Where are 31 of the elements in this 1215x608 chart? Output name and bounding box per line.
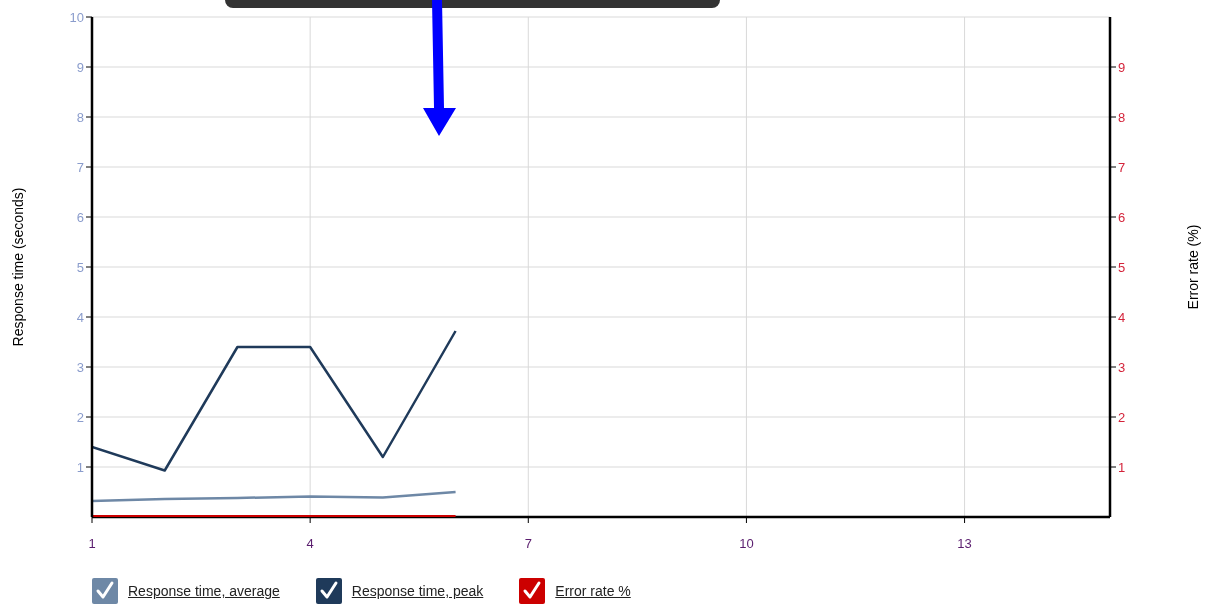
y2-tick-label: 2	[1118, 409, 1126, 425]
x-tick-label: 10	[739, 536, 754, 552]
y-tick-label: 6	[76, 209, 84, 225]
legend-label: Response time, average	[128, 583, 280, 599]
y-tick-label: 8	[76, 109, 84, 125]
y2-tick-label: 3	[1118, 359, 1126, 375]
y-tick-label: 9	[76, 59, 84, 75]
y2-axis-title: Error rate (%)	[1184, 224, 1201, 310]
y-tick-label: 2	[76, 409, 84, 425]
y2-tick-label: 7	[1118, 159, 1126, 175]
x-tick-label: 7	[524, 536, 532, 552]
y-tick-label: 7	[76, 159, 84, 175]
line-series	[92, 490, 457, 503]
y2-tick-label: 9	[1118, 59, 1126, 75]
y2-tick-label: 4	[1118, 309, 1126, 325]
legend-label: Error rate %	[555, 583, 631, 599]
x-tick-label: 13	[957, 536, 972, 552]
y2-tick-label: 5	[1118, 259, 1126, 275]
y2-tick-label: 1	[1118, 459, 1126, 475]
x-tick-label: 1	[88, 536, 96, 552]
x-tick-label: 4	[306, 536, 314, 552]
y-tick-label: 1	[76, 459, 84, 475]
y2-tick-label: 6	[1118, 209, 1126, 225]
y-axis-title: Response time (seconds)	[9, 187, 26, 347]
y-tick-label: 5	[76, 259, 84, 275]
line-series	[92, 329, 457, 472]
y-tick-label: 4	[76, 309, 84, 325]
legend-label: Response time, peak	[351, 583, 484, 599]
y-tick-label: 10	[69, 9, 84, 25]
y-tick-label: 3	[76, 359, 84, 375]
y2-tick-label: 8	[1118, 109, 1126, 125]
